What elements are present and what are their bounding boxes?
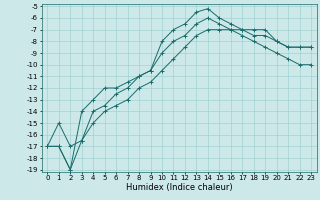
X-axis label: Humidex (Indice chaleur): Humidex (Indice chaleur): [126, 183, 233, 192]
